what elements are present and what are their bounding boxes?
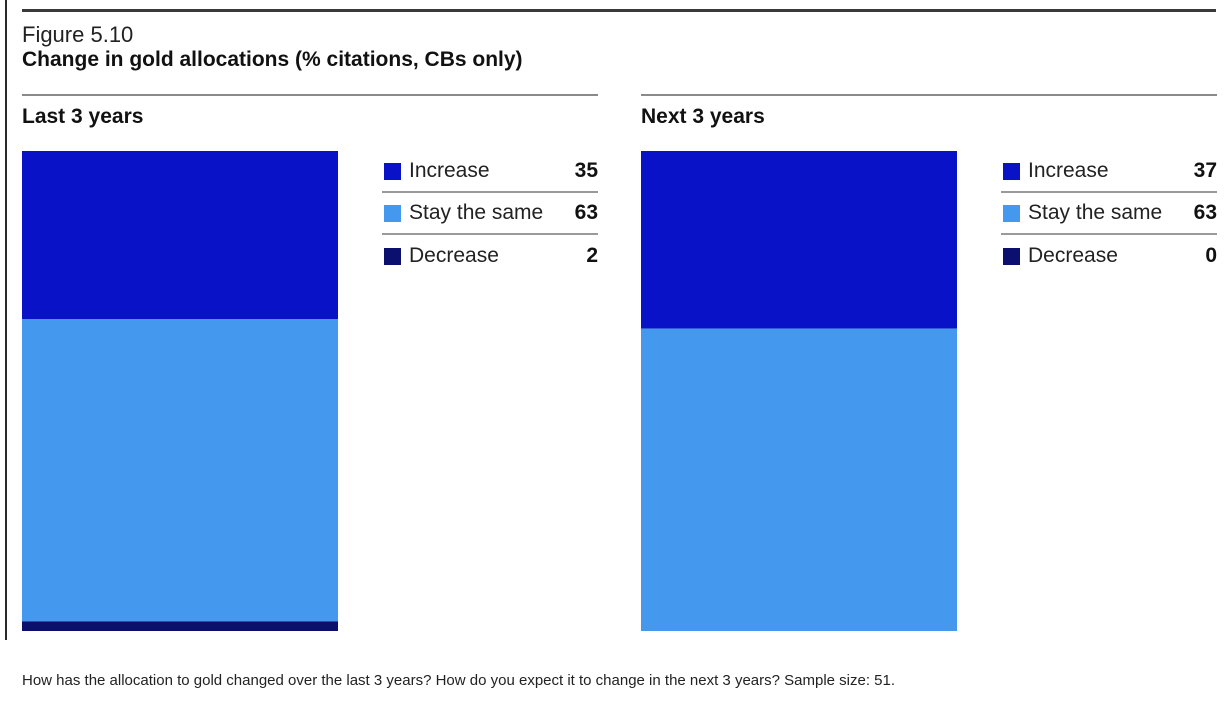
legend-label: Increase xyxy=(409,159,490,182)
legend: Increase 35 Stay the same 63 Decrease 2 xyxy=(382,151,598,277)
panel-rule xyxy=(641,94,1217,96)
chart-panel-next-3-years: Next 3 years Increase 37 Stay the same 6… xyxy=(641,94,1217,639)
chart-panel-last-3-years: Last 3 years Increase 35 Stay the same 6… xyxy=(22,94,598,639)
legend-value: 63 xyxy=(1193,201,1217,224)
panel-title: Last 3 years xyxy=(22,105,144,128)
legend-swatch-decrease xyxy=(384,247,401,265)
bar-segment-increase xyxy=(641,151,957,329)
legend-swatch-stay-the-same xyxy=(384,204,401,222)
legend-label: Stay the same xyxy=(1028,201,1163,224)
legend: Increase 37 Stay the same 63 Decrease 0 xyxy=(1001,151,1217,277)
panel-rule xyxy=(22,94,598,96)
legend-label: Stay the same xyxy=(409,201,544,224)
legend-row-decrease: Decrease 2 xyxy=(382,235,598,277)
legend-row-decrease: Decrease 0 xyxy=(1001,235,1217,277)
legend-row-stay-the-same: Stay the same 63 xyxy=(1001,193,1217,235)
legend-row-stay-the-same: Stay the same 63 xyxy=(382,193,598,235)
legend-swatch-increase xyxy=(1003,162,1020,180)
footnote: How has the allocation to gold changed o… xyxy=(22,672,896,689)
legend-label: Decrease xyxy=(1028,244,1118,267)
legend-value: 0 xyxy=(1205,244,1217,267)
stacked-bar-chart xyxy=(641,151,957,631)
figure-title: Change in gold allocations (% citations,… xyxy=(22,48,523,71)
legend-row-increase: Increase 37 xyxy=(1001,151,1217,193)
legend-value: 37 xyxy=(1193,159,1217,182)
legend-label: Decrease xyxy=(409,244,499,267)
panel-title: Next 3 years xyxy=(641,105,765,128)
bar-segment-decrease xyxy=(22,621,338,631)
bar-segment-increase xyxy=(22,151,338,319)
legend-value: 35 xyxy=(574,159,598,182)
legend-row-increase: Increase 35 xyxy=(382,151,598,193)
legend-swatch-stay-the-same xyxy=(1003,204,1020,222)
left-border xyxy=(5,0,7,640)
legend-value: 2 xyxy=(586,244,598,267)
bar-segment-stay-the-same xyxy=(641,328,957,631)
legend-swatch-decrease xyxy=(1003,247,1020,265)
legend-value: 63 xyxy=(574,201,598,224)
legend-label: Increase xyxy=(1028,159,1109,182)
bar-segment-stay-the-same xyxy=(22,319,338,622)
figure-number: Figure 5.10 xyxy=(22,22,134,47)
top-rule xyxy=(22,9,1216,12)
stacked-bar-chart xyxy=(22,151,338,631)
legend-swatch-increase xyxy=(384,162,401,180)
